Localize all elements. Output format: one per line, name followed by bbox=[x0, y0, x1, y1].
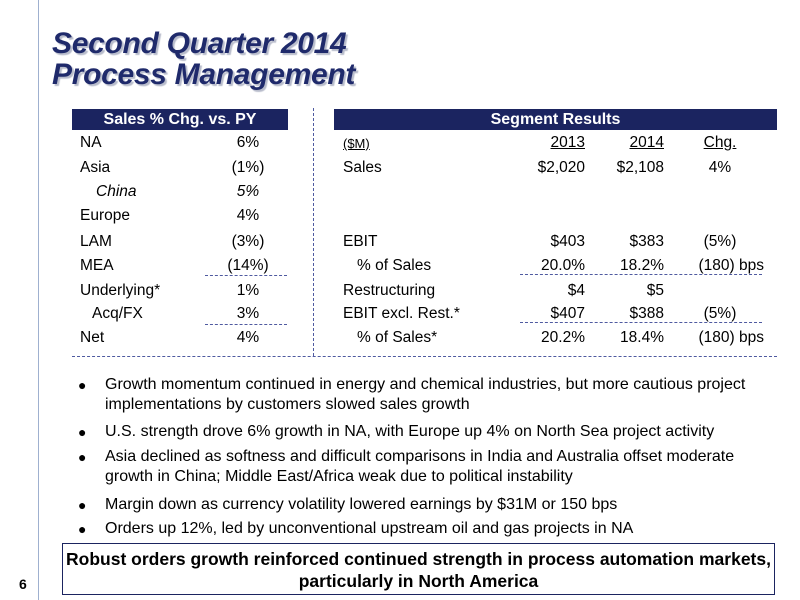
row-label: Net bbox=[80, 329, 105, 346]
bullet-text: Growth momentum continued in energy and … bbox=[105, 376, 746, 413]
bullet-text: Asia declined as softness and difficult … bbox=[105, 448, 735, 485]
row-2014: 18.4% bbox=[620, 329, 664, 346]
ebit-excl-underline bbox=[520, 322, 762, 323]
bullet-text: Orders up 12%, led by unconventional ups… bbox=[105, 520, 634, 537]
row-2014: $388 bbox=[629, 305, 664, 322]
segment-results-header: Segment Results bbox=[334, 109, 777, 130]
slide-title: Second Quarter 2014 Process Management bbox=[52, 28, 355, 90]
row-label: EBIT bbox=[343, 233, 378, 250]
row-chg: (180) bps bbox=[698, 257, 764, 274]
section-divider bbox=[72, 356, 777, 357]
row-2013: $4 bbox=[567, 282, 585, 299]
row-2013: $407 bbox=[550, 305, 585, 322]
bullet-dot-icon: ● bbox=[78, 521, 87, 537]
row-label: China bbox=[96, 183, 137, 200]
bullet-dot-icon: ● bbox=[78, 449, 87, 465]
row-value: 4% bbox=[236, 329, 260, 346]
title-line-1: Second Quarter 2014 bbox=[52, 27, 347, 60]
bullet-dot-icon: ● bbox=[78, 497, 87, 513]
row-label: Restructuring bbox=[343, 282, 436, 299]
row-2014: $5 bbox=[646, 282, 664, 299]
row-label: Europe bbox=[80, 207, 130, 224]
row-2013: 20.0% bbox=[541, 257, 585, 274]
units-label: ($M) bbox=[343, 136, 370, 151]
row-2014: $383 bbox=[629, 233, 664, 250]
row-2014: 18.2% bbox=[620, 257, 664, 274]
row-2013: $403 bbox=[550, 233, 585, 250]
row-2013: 20.2% bbox=[541, 329, 585, 346]
row-chg: 4% bbox=[708, 159, 732, 176]
sales-change-header: Sales % Chg. vs. PY bbox=[72, 109, 288, 130]
row-label: EBIT excl. Rest.* bbox=[343, 305, 460, 322]
row-2014: $2,108 bbox=[616, 159, 664, 176]
row-value: 5% bbox=[236, 183, 260, 200]
row-label: % of Sales bbox=[357, 257, 432, 274]
row-value: 6% bbox=[236, 134, 260, 151]
row-chg: (180) bps bbox=[698, 329, 764, 346]
row-value: 4% bbox=[236, 207, 260, 224]
bullet-dot-icon: ● bbox=[78, 377, 87, 393]
col-2014-header: 2014 bbox=[629, 134, 664, 151]
row-2013: $2,020 bbox=[537, 159, 585, 176]
bullet-text: Margin down as currency volatility lower… bbox=[105, 496, 618, 513]
row-value: (14%) bbox=[227, 257, 269, 274]
row-label: LAM bbox=[80, 233, 112, 250]
row-label: NA bbox=[80, 134, 102, 151]
mea-underline bbox=[205, 275, 287, 276]
title-line-2: Process Management bbox=[52, 58, 356, 91]
row-chg: (5%) bbox=[703, 233, 737, 250]
left-margin-rule bbox=[38, 0, 39, 600]
row-value: 1% bbox=[236, 282, 260, 299]
bullet-dot-icon: ● bbox=[78, 424, 87, 440]
row-label: % of Sales* bbox=[357, 329, 438, 346]
row-value: (1%) bbox=[231, 159, 265, 176]
row-label: Sales bbox=[343, 159, 382, 176]
conclusion-box: Robust orders growth reinforced continue… bbox=[62, 543, 775, 595]
row-label: Asia bbox=[80, 159, 111, 176]
column-divider bbox=[313, 108, 314, 356]
row-label: MEA bbox=[80, 257, 114, 274]
pct-sales-underline bbox=[520, 274, 762, 275]
row-value: (3%) bbox=[231, 233, 265, 250]
row-chg: (5%) bbox=[703, 305, 737, 322]
row-value: 3% bbox=[236, 305, 260, 322]
row-label: Acq/FX bbox=[92, 305, 143, 322]
conclusion-text: Robust orders growth reinforced continue… bbox=[66, 549, 771, 591]
acqfx-underline bbox=[205, 324, 287, 325]
bullet-text: U.S. strength drove 6% growth in NA, wit… bbox=[105, 423, 715, 440]
col-chg-header: Chg. bbox=[703, 134, 737, 151]
col-2013-header: 2013 bbox=[550, 134, 585, 151]
page-number: 6 bbox=[19, 576, 27, 592]
row-label: Underlying* bbox=[80, 282, 161, 299]
